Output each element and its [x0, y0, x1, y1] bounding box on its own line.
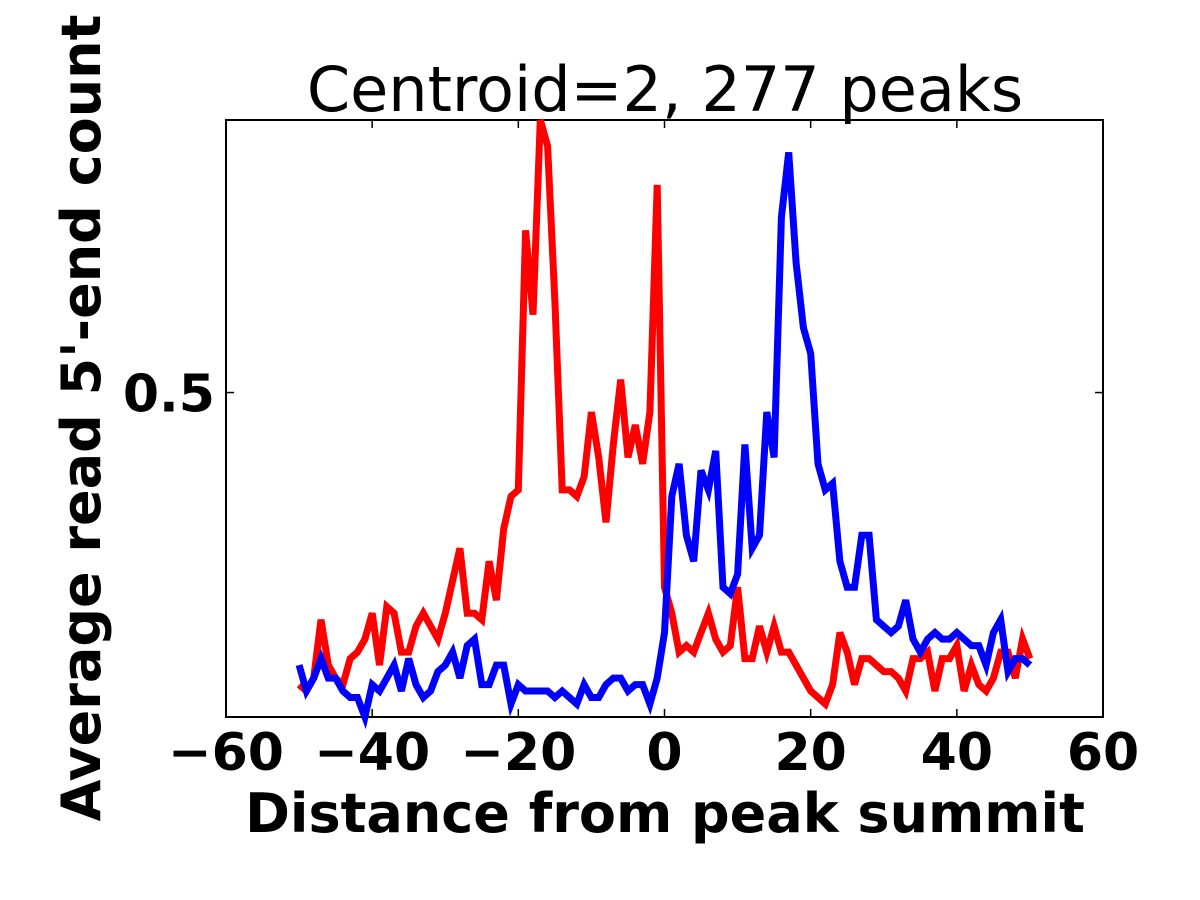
series-line-2	[295, 152, 1033, 730]
x-axis-label: Distance from peak summit	[245, 782, 1085, 845]
y-tick-label: 0.5	[123, 365, 215, 425]
chart-title: Centroid=2, 277 peaks	[307, 53, 1023, 126]
tick-layer: −60 −40 −20 0 20 40 60 0.5	[123, 120, 1139, 783]
x-tick-label: −60	[168, 723, 284, 783]
x-tick-label: 0	[646, 723, 682, 783]
x-tick-label: −20	[460, 723, 576, 783]
x-tick-label: −40	[314, 723, 430, 783]
y-axis-label: Average read 5'-end count	[50, 15, 113, 822]
x-tick-label: 40	[921, 723, 993, 783]
x-tick-label: 60	[1067, 723, 1139, 783]
series-layer	[295, 119, 1034, 730]
x-tick-label: 20	[774, 723, 846, 783]
